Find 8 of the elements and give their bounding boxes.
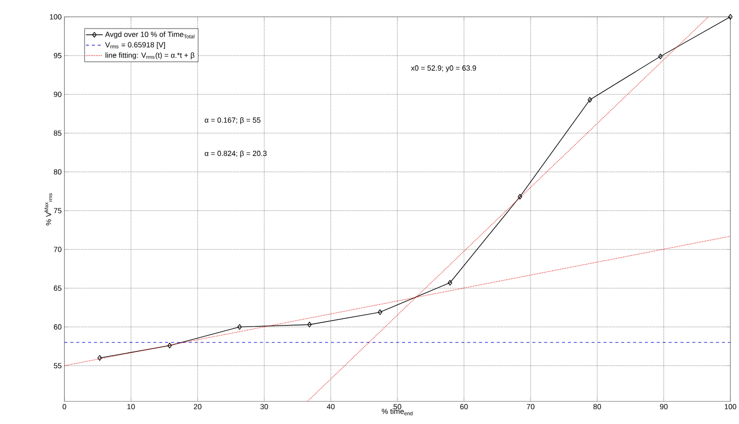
point <box>237 324 242 330</box>
point <box>307 322 312 328</box>
point <box>588 96 592 103</box>
point <box>518 194 522 200</box>
point <box>167 342 172 348</box>
point <box>448 280 452 286</box>
point <box>378 309 382 315</box>
point <box>658 54 663 60</box>
